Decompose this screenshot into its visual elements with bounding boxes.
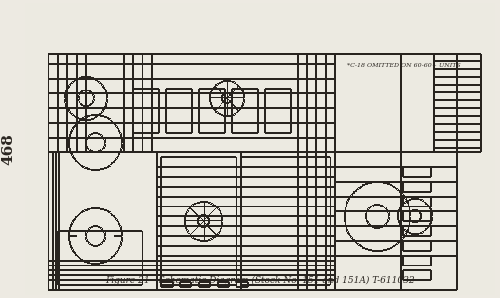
Text: *C-18 OMITTED ON 60-60~ UNITS: *C-18 OMITTED ON 60-60~ UNITS bbox=[347, 63, 461, 68]
Text: 468: 468 bbox=[1, 133, 15, 165]
Text: Figure 21—Schematic Diagram (Stock No. 151 and 151A) T-611032: Figure 21—Schematic Diagram (Stock No. 1… bbox=[105, 276, 415, 285]
